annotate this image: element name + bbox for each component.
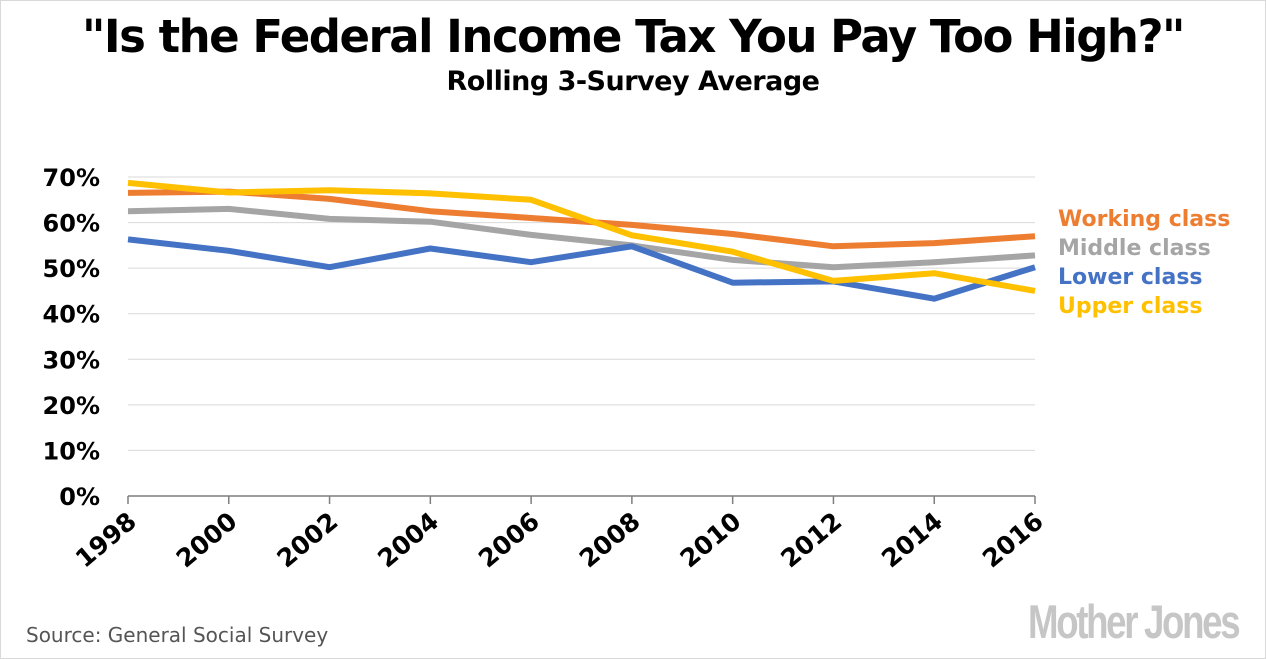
y-tick-label: 20% (43, 392, 100, 420)
y-tick-label: 60% (43, 210, 100, 238)
legend-entry-working-class: Working class (1058, 207, 1230, 232)
x-tick-label: 1998 (70, 506, 142, 573)
y-axis-ticks: 0% 10% 20% 30% 40% 50% 60% 70% (43, 164, 100, 511)
publisher-logo: Mother Jones (1028, 595, 1241, 648)
series-line-working-class (127, 188, 1036, 250)
source-note: Source: General Social Survey (26, 623, 329, 647)
x-axis-ticks: 1998 2000 2002 2004 2006 2008 2010 2012 2014 2016 (70, 506, 1049, 573)
y-tick-label: 30% (43, 346, 100, 374)
y-tick-label: 10% (43, 437, 100, 465)
series-line-lower-class (127, 236, 1036, 302)
series-line-middle-class (127, 205, 1036, 271)
chart-title: "Is the Federal Income Tax You Pay Too H… (81, 10, 1186, 63)
y-tick-label: 70% (43, 164, 100, 192)
x-tick-label: 2014 (876, 506, 948, 573)
y-tick-label: 40% (43, 301, 100, 329)
legend: Working class Middle class Lower class Uppe… (1058, 207, 1230, 319)
x-tick-label: 2004 (372, 506, 444, 573)
chart-subtitle: Rolling 3-Survey Average (446, 66, 820, 97)
y-tick-label: 50% (43, 255, 100, 283)
legend-entry-upper-class: Upper class (1058, 294, 1202, 319)
x-tick-label: 2000 (171, 506, 243, 573)
x-tick-label: 2006 (473, 506, 545, 573)
series-line-upper-class (127, 179, 1036, 294)
x-tick-label: 2010 (675, 506, 747, 573)
x-tick-label: 2008 (574, 506, 646, 573)
series-lines (127, 179, 1036, 302)
x-axis (127, 495, 1036, 504)
y-tick-label: 0% (59, 483, 100, 511)
legend-entry-lower-class: Lower class (1058, 265, 1203, 290)
x-tick-label: 2016 (977, 506, 1049, 573)
x-tick-label: 2012 (775, 506, 847, 573)
x-tick-label: 2002 (271, 506, 343, 573)
legend-entry-middle-class: Middle class (1058, 236, 1211, 261)
